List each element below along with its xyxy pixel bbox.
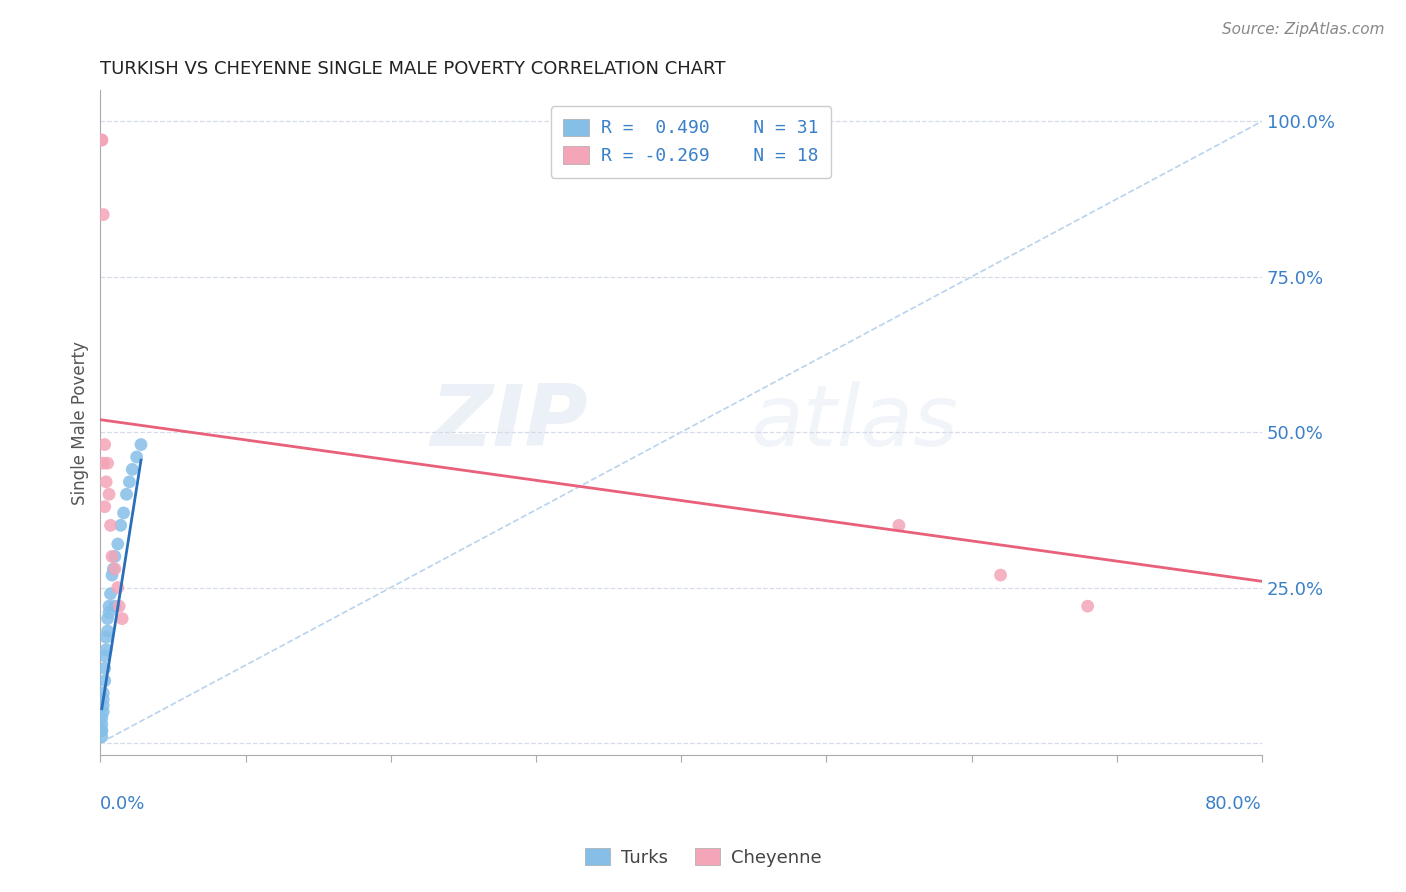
Point: [90, 723, 112, 738]
Point: [1077, 599, 1099, 614]
Point: [93, 437, 115, 451]
Point: [115, 487, 138, 501]
Point: [129, 437, 152, 451]
Point: [90, 730, 112, 744]
Point: [107, 581, 129, 595]
Legend: R =  0.490    N = 31, R = -0.269    N = 18: R = 0.490 N = 31, R = -0.269 N = 18: [551, 106, 831, 178]
Point: [93, 673, 115, 688]
Point: [90, 717, 112, 731]
Point: [96, 642, 118, 657]
Point: [110, 518, 132, 533]
Point: [90, 711, 112, 725]
Point: [96, 475, 118, 489]
Legend: Turks, Cheyenne: Turks, Cheyenne: [578, 841, 828, 874]
Point: [91, 208, 114, 222]
Point: [111, 612, 134, 626]
Point: [990, 568, 1012, 582]
Point: [93, 500, 115, 514]
Point: [90, 133, 112, 147]
Point: [100, 518, 122, 533]
Point: [125, 450, 148, 464]
Text: TURKISH VS CHEYENNE SINGLE MALE POVERTY CORRELATION CHART: TURKISH VS CHEYENNE SINGLE MALE POVERTY …: [100, 60, 725, 78]
Point: [91, 456, 114, 470]
Point: [91, 705, 114, 719]
Point: [112, 506, 135, 520]
Text: 0.0%: 0.0%: [100, 796, 146, 814]
Y-axis label: Single Male Poverty: Single Male Poverty: [72, 341, 89, 505]
Point: [118, 475, 141, 489]
Point: [90, 133, 112, 147]
Point: [93, 648, 115, 663]
Point: [96, 630, 118, 644]
Point: [100, 587, 122, 601]
Point: [98, 606, 121, 620]
Point: [101, 568, 124, 582]
Point: [98, 487, 121, 501]
Point: [91, 698, 114, 713]
Point: [104, 549, 127, 564]
Point: [101, 549, 124, 564]
Point: [91, 686, 114, 700]
Text: 80.0%: 80.0%: [1205, 796, 1263, 814]
Point: [103, 562, 125, 576]
Point: [887, 518, 910, 533]
Point: [97, 456, 120, 470]
Point: [91, 692, 114, 706]
Point: [97, 612, 120, 626]
Point: [98, 599, 121, 614]
Point: [104, 562, 127, 576]
Point: [104, 599, 127, 614]
Point: [93, 661, 115, 675]
Text: Source: ZipAtlas.com: Source: ZipAtlas.com: [1222, 22, 1385, 37]
Text: atlas: atlas: [751, 381, 959, 465]
Point: [90, 723, 112, 738]
Text: ZIP: ZIP: [430, 381, 588, 465]
Point: [121, 462, 143, 476]
Point: [107, 537, 129, 551]
Point: [97, 624, 120, 638]
Point: [108, 599, 131, 614]
